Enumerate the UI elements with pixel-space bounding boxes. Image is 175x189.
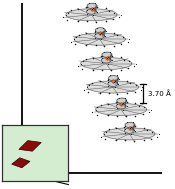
Polygon shape <box>81 57 132 70</box>
Polygon shape <box>104 128 155 140</box>
Polygon shape <box>125 122 135 128</box>
Polygon shape <box>86 9 96 14</box>
Polygon shape <box>66 9 117 21</box>
Polygon shape <box>101 58 111 63</box>
Polygon shape <box>102 52 112 57</box>
Polygon shape <box>117 98 127 103</box>
Polygon shape <box>109 76 118 81</box>
Text: 3.70 Å: 3.70 Å <box>148 90 171 97</box>
Polygon shape <box>95 28 105 33</box>
Polygon shape <box>116 104 126 109</box>
Polygon shape <box>124 128 134 133</box>
Polygon shape <box>74 33 125 45</box>
Polygon shape <box>95 33 105 39</box>
Polygon shape <box>108 81 118 86</box>
Polygon shape <box>87 3 97 9</box>
Polygon shape <box>96 104 147 115</box>
Polygon shape <box>87 81 138 93</box>
